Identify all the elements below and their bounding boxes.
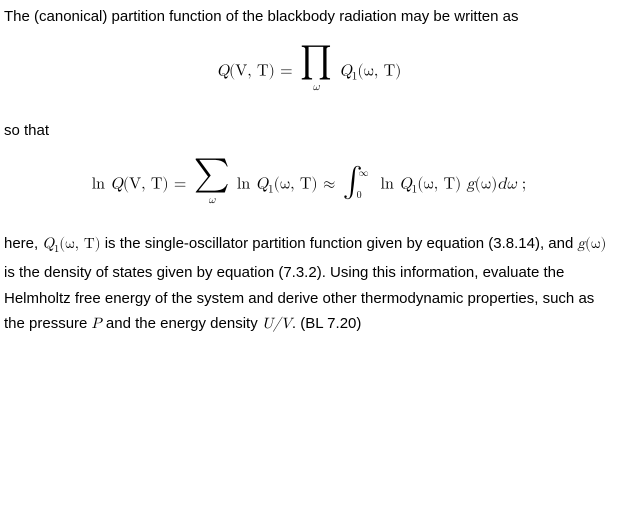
eq1-rhs-Q: Q	[339, 63, 351, 79]
p3-q1args: (ω, T)	[59, 236, 100, 251]
p3-t4: and the energy density	[102, 315, 262, 332]
eq2-g: g	[467, 177, 475, 193]
paragraph-3: here, Q1(ω, T) is the single-oscillator …	[4, 231, 614, 336]
p3-t1: here,	[4, 235, 42, 252]
eq2-gargs: (ω)	[475, 177, 498, 193]
eq2-argsVT: (V, T)	[123, 177, 169, 193]
eq2-ln3: ln	[381, 177, 400, 193]
eq2-Q1c: Q	[399, 177, 411, 193]
sum-symbol: ∑	[194, 157, 230, 191]
eq2-argswT1: (ω, T)	[274, 177, 318, 193]
eq2-dw: dω	[497, 177, 516, 193]
p3-P: P	[92, 316, 102, 331]
p3-g: g	[578, 236, 586, 251]
product-symbol: ∏	[300, 44, 332, 78]
p3-q1: Q	[42, 236, 54, 251]
eq2-argswT2: (ω, T)	[417, 177, 461, 193]
p3-t5: . (BL 7.20)	[292, 315, 361, 332]
p3-gargs: (ω)	[585, 236, 606, 251]
eq1-func-Q: Q	[217, 63, 229, 79]
integral-operator: ∞∫0	[343, 166, 363, 204]
equation-2: ln Q(V, T) = ∑ω ln Q1(ω, T) ≈ ∞∫0 ln Q1(…	[4, 157, 614, 213]
eq1-equals: =	[275, 63, 298, 79]
eq1-args-VT: (V, T)	[229, 63, 275, 79]
integral-lower: 0	[357, 184, 362, 206]
eq2-semicolon: ;	[517, 177, 527, 193]
p3-UV: U/V	[262, 316, 292, 331]
eq2-ln2: ln	[237, 177, 256, 193]
sum-operator: ∑ω	[194, 157, 230, 213]
p3-t2: is the single-oscillator partition funct…	[101, 235, 578, 252]
paragraph-2: so that	[4, 118, 614, 144]
equation-1: Q(V, T) = ∏ω Q1(ω, T)	[4, 44, 614, 100]
eq2-Q1: Q	[110, 177, 122, 193]
paragraph-1: The (canonical) partition function of th…	[4, 4, 614, 30]
integral-upper: ∞	[359, 162, 369, 184]
product-sub: ω	[300, 76, 332, 100]
product-operator: ∏ω	[300, 44, 332, 100]
sum-sub: ω	[194, 189, 230, 213]
eq2-ln1: ln	[92, 177, 111, 193]
eq2-approx: ≈	[318, 177, 341, 193]
eq2-Q1b: Q	[256, 177, 268, 193]
eq1-rhs-args: (ω, T)	[357, 63, 401, 79]
eq2-equals: =	[169, 177, 192, 193]
